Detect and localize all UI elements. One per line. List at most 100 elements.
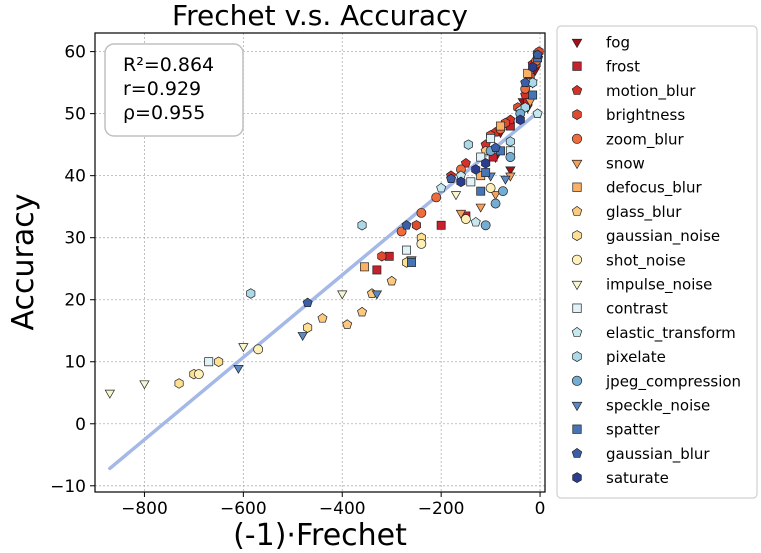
data-point-shot-noise (460, 214, 471, 224)
legend-label-contrast: contrast (606, 300, 668, 318)
data-point-impulse-noise (104, 389, 116, 399)
legend-label-snow: snow (606, 155, 645, 173)
x-tick-label: −800 (121, 499, 168, 519)
legend-marker-pixelate (572, 351, 582, 363)
legend-label-saturate: saturate (606, 469, 669, 487)
data-point-shot-noise (485, 183, 496, 193)
data-point-spatter (528, 90, 538, 100)
x-tick-label: −600 (220, 499, 267, 519)
data-point-spatter (476, 186, 486, 196)
data-point-elastic-transform (436, 182, 447, 193)
regression-fit-line (108, 110, 540, 471)
data-point-snow (475, 203, 486, 213)
data-point-shot-noise (416, 238, 427, 249)
data-point-shot-noise (193, 369, 204, 380)
data-point-snow (455, 209, 467, 219)
data-point-gaussian-blur (532, 49, 543, 59)
data-point-spatter (481, 168, 491, 177)
data-point-zoom-blur (431, 192, 442, 203)
legend-label-glass-blur: glass_blur (606, 203, 682, 222)
y-axis-ticks: −10 0 10 20 30 40 50 60 (50, 43, 95, 497)
stats-box: R²=0.864 r=0.929 ρ=0.955 (104, 43, 244, 137)
legend-label-speckle-noise: speckle_noise (606, 397, 710, 416)
legend-marker-saturate (572, 472, 582, 484)
data-point-spatter (407, 258, 416, 267)
fit-line-group (108, 110, 540, 471)
legend-label-zoom-blur: zoom_blur (606, 130, 685, 149)
data-point-gaussian-noise (214, 356, 224, 367)
y-tick-label: 10 (64, 353, 86, 373)
data-point-glass-blur (386, 275, 397, 286)
data-point-zoom-blur (416, 207, 427, 218)
data-point-speckle-noise (297, 332, 308, 342)
data-point-glass-blur (317, 313, 328, 323)
legend-marker-snow (571, 159, 583, 170)
legend-marker-impulse-noise (571, 280, 583, 291)
data-point-defocus-blur (496, 121, 505, 131)
legend-marker-defocus-blur (572, 182, 582, 192)
data-point-speckle-noise (500, 175, 511, 185)
data-point-glass-blur (357, 306, 368, 317)
legend-label-gaussian-noise: gaussian_noise (606, 227, 720, 246)
x-axis-ticks: −800 −600 −400 −200 0 (121, 492, 545, 519)
plot-frame (94, 32, 546, 493)
data-point-contrast (204, 357, 214, 367)
data-point-jpeg-compression (498, 186, 508, 197)
data-point-speckle-noise (371, 290, 383, 300)
legend-marker-gaussian-blur (571, 447, 583, 458)
data-point-impulse-noise (238, 343, 249, 353)
legend-label-jpeg-compression: jpeg_compression (605, 372, 741, 391)
legend-frame (556, 25, 758, 499)
legend-marker-shot-noise (571, 254, 583, 265)
data-point-gaussian-blur (446, 173, 457, 183)
data-point-contrast (476, 152, 486, 162)
legend-marker-contrast (572, 303, 582, 313)
data-point-gaussian-noise (303, 322, 313, 333)
data-point-jpeg-compression (505, 152, 516, 162)
legend: fog frost motion_blur brightness zoom_blursn… (556, 25, 758, 499)
legend-label-brightness: brightness (606, 106, 685, 124)
stat-r-squared: R²=0.864 (123, 54, 214, 76)
legend-label-motion-blur: motion_blur (606, 82, 696, 101)
data-point-saturate (515, 114, 525, 126)
stat-pearson-r: r=0.929 (123, 78, 201, 100)
data-point-gaussian-blur (520, 77, 531, 87)
legend-label-defocus-blur: defocus_blur (606, 179, 702, 198)
data-point-snow (490, 191, 501, 201)
legend-label-impulse-noise: impulse_noise (606, 276, 712, 295)
data-point-saturate (471, 164, 481, 175)
data-point-jpeg-compression (480, 220, 491, 231)
data-point-contrast (486, 134, 496, 143)
x-tick-label: 0 (535, 499, 546, 519)
data-point-pixelate (505, 136, 515, 147)
data-point-jpeg-compression (490, 198, 501, 209)
data-point-fog (505, 166, 516, 176)
data-point-frost (384, 251, 394, 261)
data-point-brightness (377, 251, 387, 262)
legend-marker-speckle-noise (571, 401, 583, 412)
legend-marker-fog (571, 38, 583, 49)
y-tick-label: 20 (64, 291, 86, 311)
data-point-frost (436, 220, 446, 230)
chart-title: Frechet v.s. Accuracy (172, 0, 468, 32)
data-point-shot-noise (253, 344, 264, 355)
data-point-saturate (481, 158, 491, 169)
y-axis-label: Accuracy (6, 194, 41, 331)
data-points (104, 46, 544, 399)
legend-label-pixelate: pixelate (606, 348, 666, 366)
legend-label-shot-noise: shot_noise (606, 251, 686, 270)
data-point-motion-blur (460, 158, 471, 168)
x-tick-label: −200 (418, 499, 465, 519)
legend-marker-elastic-transform (571, 326, 583, 337)
legend-marker-glass-blur (571, 205, 583, 216)
data-point-gaussian-blur (302, 297, 313, 308)
data-point-defocus-blur (360, 262, 369, 272)
data-point-frost (372, 265, 382, 275)
legend-marker-jpeg-compression (571, 375, 583, 386)
data-point-elastic-transform (470, 216, 481, 227)
x-tick-label: −400 (319, 499, 366, 519)
y-tick-label: 30 (64, 229, 86, 249)
legend-marker-frost (572, 61, 582, 71)
data-point-pixelate (357, 220, 367, 231)
legend-label-frost: frost (606, 58, 640, 76)
